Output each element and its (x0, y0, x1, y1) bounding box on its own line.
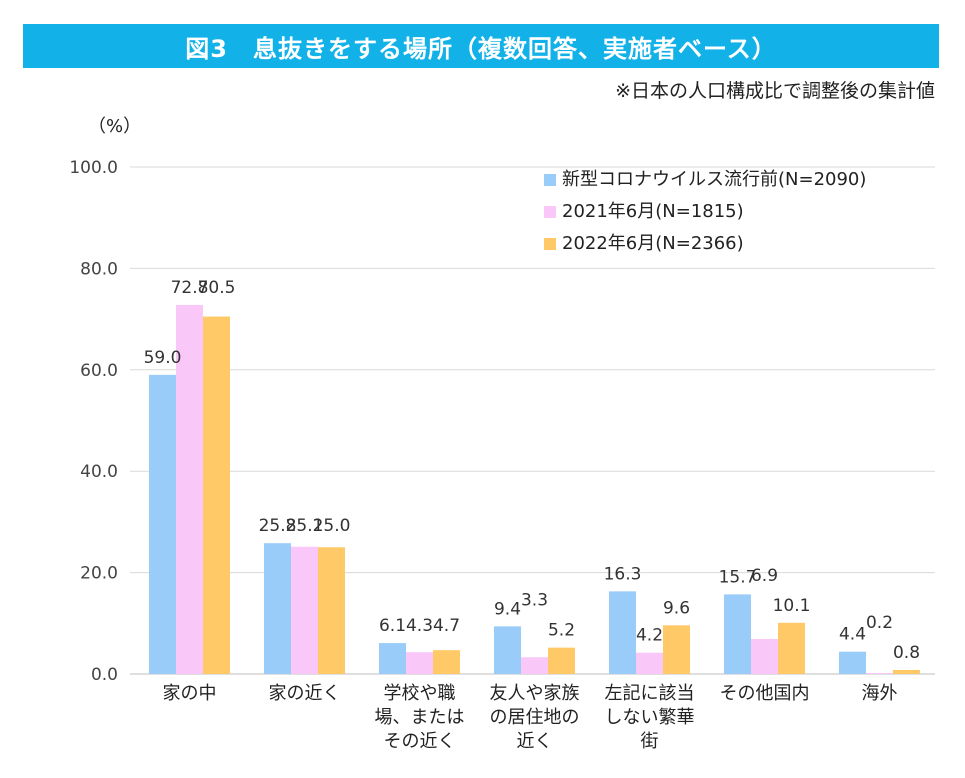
data-label: 25.8 (259, 516, 297, 536)
bar (264, 543, 291, 674)
bar (433, 650, 460, 674)
bar (521, 657, 548, 674)
x-tick-label: 場、または (375, 707, 465, 728)
bar (893, 669, 920, 674)
legend-label: 2021年6月(N=1815) (562, 201, 744, 222)
data-label: 0.2 (866, 613, 893, 633)
data-label: 4.3 (406, 616, 433, 636)
x-tick-label: の居住地の (490, 707, 580, 728)
data-label: 6.9 (751, 566, 778, 586)
y-tick-label: 80.0 (80, 259, 118, 279)
data-label: 25.0 (313, 516, 351, 536)
x-tick-label: 家の中 (163, 683, 217, 704)
bar (406, 652, 433, 674)
data-label: 4.4 (839, 625, 866, 645)
bar (494, 626, 521, 674)
bar (866, 672, 893, 674)
bar (291, 546, 318, 674)
x-tick-label: 友人や家族 (490, 683, 580, 704)
legend-swatch (544, 174, 556, 186)
bar (663, 625, 690, 674)
x-tick-label: その他国内 (720, 683, 810, 704)
data-label: 4.7 (433, 616, 460, 636)
bar (379, 643, 406, 674)
data-label: 72.8 (171, 278, 209, 298)
data-label: 15.7 (719, 567, 757, 587)
bar (149, 374, 176, 674)
bar (778, 622, 805, 674)
y-tick-label: 60.0 (80, 361, 118, 381)
bar (724, 594, 751, 674)
bar (318, 547, 345, 674)
data-label: 10.1 (773, 596, 811, 616)
data-label: 9.4 (494, 599, 521, 619)
x-tick-label: 近く (517, 731, 553, 752)
adjustment-note: ※日本の人口構成比で調整後の集計値 (615, 80, 935, 102)
x-tick-label: 街 (641, 731, 659, 752)
data-label: 3.3 (521, 591, 548, 611)
legend-swatch (544, 238, 556, 250)
bar (609, 591, 636, 674)
chart-title-banner: 図3 息抜きをする場所（複数回答、実施者ベース） (23, 24, 939, 68)
bar (548, 647, 575, 674)
data-label: 70.5 (198, 278, 236, 298)
data-label: 16.3 (604, 564, 642, 584)
bar (636, 652, 663, 674)
x-tick-label: 家の近く (269, 683, 341, 704)
data-label: 25.1 (286, 516, 324, 536)
data-label: 9.6 (663, 598, 690, 618)
bar (839, 651, 866, 674)
y-tick-label: 0.0 (91, 665, 118, 685)
y-tick-label: 100.0 (69, 158, 118, 178)
chart-title: 図3 息抜きをする場所（複数回答、実施者ベース） (185, 34, 777, 63)
data-label: 5.2 (548, 621, 575, 641)
y-tick-label: 40.0 (80, 462, 118, 482)
x-tick-label: しない繁華 (605, 707, 695, 728)
data-label: 6.1 (379, 616, 406, 636)
data-label: 0.8 (893, 643, 920, 663)
legend-swatch (544, 206, 556, 218)
bar (203, 316, 230, 674)
y-tick-label: 20.0 (80, 564, 118, 584)
x-tick-label: その近く (384, 731, 456, 752)
data-label: 59.0 (144, 348, 182, 368)
x-tick-label: 学校や職 (384, 683, 456, 704)
legend-label: 新型コロナウイルス流行前(N=2090) (562, 169, 866, 190)
x-tick-label: 左記に該当 (605, 683, 695, 704)
x-tick-label: 海外 (862, 683, 898, 704)
y-axis-label: （%） (88, 116, 141, 137)
legend-label: 2022年6月(N=2366) (562, 233, 744, 254)
bar (176, 304, 203, 674)
bar (751, 639, 778, 674)
data-label: 4.2 (636, 626, 663, 646)
